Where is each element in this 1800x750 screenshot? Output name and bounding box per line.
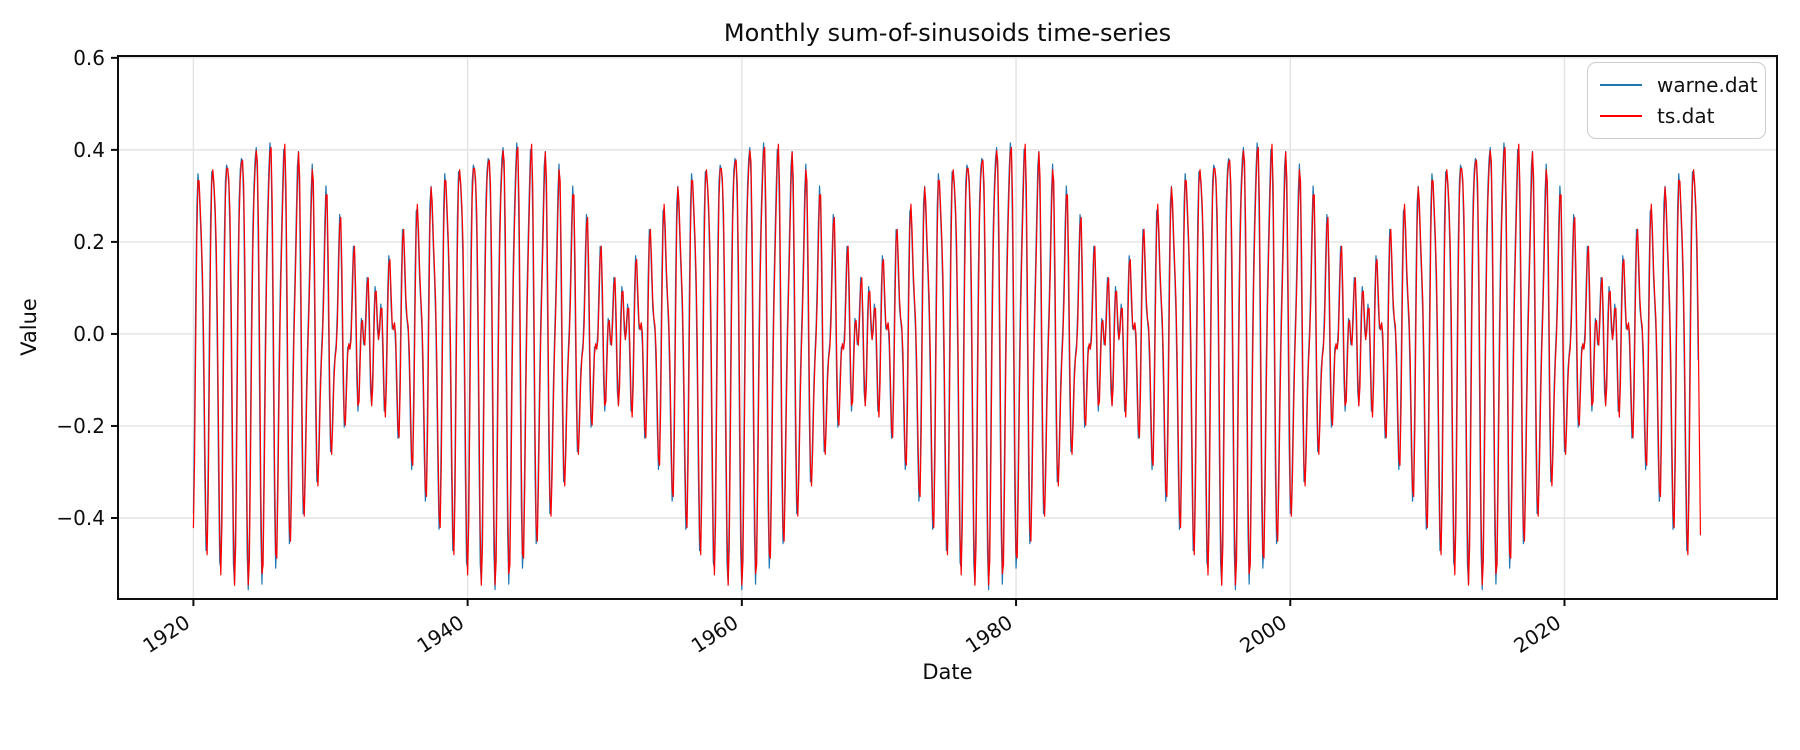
legend-line-sample-ts: [1600, 115, 1642, 117]
y-tick-label: −0.2: [56, 414, 105, 438]
y-tick-label: 0.6: [73, 46, 105, 70]
x-tick-label: 1980: [961, 610, 1017, 658]
y-tick-label: −0.4: [56, 506, 105, 530]
plot-border: [117, 55, 1778, 600]
y-tick-label: 0.0: [73, 322, 105, 346]
legend-entry-ts: ts.dat: [1600, 102, 1753, 130]
legend-label-ts: ts.dat: [1657, 104, 1715, 128]
x-axis-label: Date: [922, 660, 973, 684]
legend-line-sample-warne: [1600, 84, 1642, 86]
x-tick-label: 2000: [1235, 610, 1291, 658]
chart-title: Monthly sum-of-sinusoids time-series: [723, 19, 1172, 47]
series-line-ts.dat: [192, 143, 1702, 586]
legend-label-warne: warne.dat: [1657, 73, 1758, 97]
x-tick-label: 2020: [1509, 610, 1565, 658]
x-tick-label: 1940: [413, 610, 469, 658]
x-tick-label: 1960: [687, 610, 743, 658]
legend-entry-warne: warne.dat: [1600, 71, 1758, 99]
y-axis-label: Value: [17, 298, 41, 356]
y-tick-label: 0.2: [73, 230, 105, 254]
x-tick-label: 1920: [138, 610, 194, 658]
legend: warne.dat ts.dat: [1587, 62, 1766, 139]
y-tick-label: 0.4: [73, 138, 105, 162]
